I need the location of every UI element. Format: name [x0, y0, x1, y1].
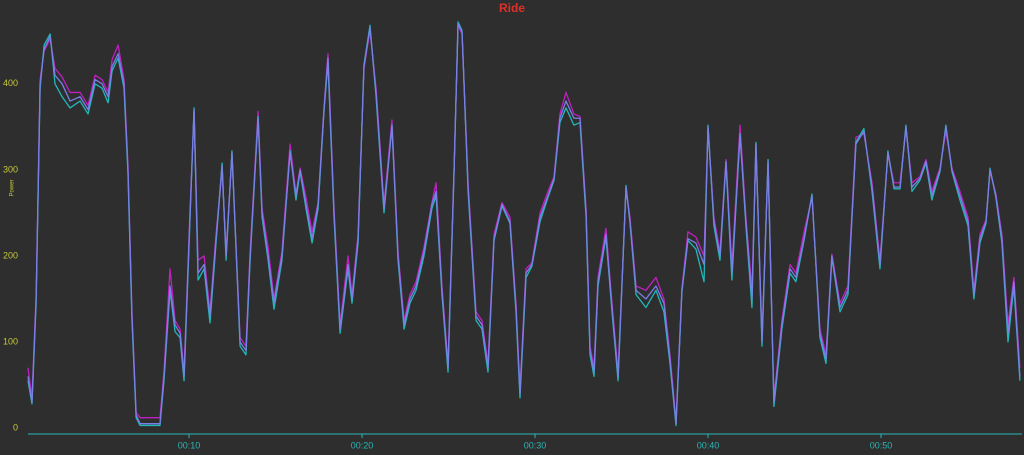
y-tick-label: 300: [3, 164, 18, 174]
x-tick-label: 00:20: [351, 440, 374, 450]
chart-title: Ride: [499, 1, 525, 15]
y-tick-label: 0: [13, 422, 18, 432]
x-tick-label: 00:30: [524, 440, 547, 450]
y-axis-label: Power: [10, 179, 16, 196]
x-tick-label: 00:50: [870, 440, 893, 450]
y-tick-label: 200: [3, 250, 18, 260]
y-tick-label: 100: [3, 336, 18, 346]
x-tick-label: 00:10: [178, 440, 201, 450]
series-line: [27, 22, 1021, 425]
x-tick-label: 00:40: [697, 440, 720, 450]
y-tick-label: 400: [3, 78, 18, 88]
